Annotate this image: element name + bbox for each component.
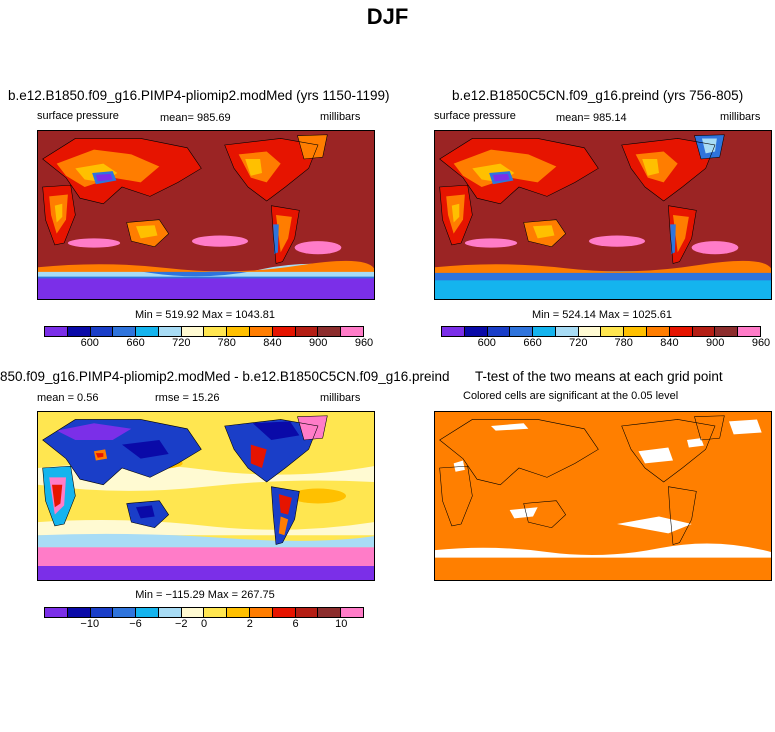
colorbar-tick: 6 [292, 618, 299, 630]
units-label-bottom-left: millibars [320, 392, 361, 404]
colorbar-tick: 600 [477, 337, 496, 349]
minmax-label-top-left: Min = 519.92 Max = 1043.81 [134, 309, 276, 321]
map-top-right [434, 130, 772, 300]
colorbar-swatches [44, 326, 364, 337]
colorbar-tick: −2 [174, 618, 188, 630]
variable-label-top-left: surface pressure [37, 110, 119, 122]
map-bottom-left [37, 411, 375, 581]
colorbar-tick: 780 [217, 337, 236, 349]
colorbar-tick: −6 [129, 618, 142, 630]
minmax-label-bottom-left: Min = −115.29 Max = 267.75 [135, 589, 275, 601]
variable-label-top-right: surface pressure [434, 110, 516, 122]
panel-title-top-left: b.e12.B1850.f09_g16.PIMP4-pliomip2.modMe… [8, 88, 390, 103]
minmax-label-top-right: Min = 524.14 Max = 1025.61 [531, 309, 673, 321]
panel-title-top-right: b.e12.B1850C5CN.f09_g16.preind (yrs 756-… [452, 88, 744, 103]
colorbar-tick: 960 [354, 337, 374, 349]
colorbar-bottom-left: −10 −6 −2 0 2 6 10 [44, 607, 364, 632]
rmse-label-bottom-left: rmse = 15.26 [155, 392, 220, 404]
panel-title-bottom-right: T-test of the two means at each grid poi… [475, 369, 723, 384]
mean-label-top-right: mean= 985.14 [556, 112, 627, 124]
colorbar-tick: 840 [660, 337, 679, 349]
page-title: DJF [366, 4, 409, 29]
colorbar-swatches [44, 607, 364, 618]
colorbar-top-left: 600 660 720 780 840 900 960 [44, 326, 373, 351]
colorbar-top-right: 600 660 720 780 840 900 960 [441, 326, 770, 351]
colorbar-tick: 660 [523, 337, 542, 349]
panel-subtitle-bottom-right: Colored cells are significant at the 0.0… [463, 390, 679, 402]
colorbar-tick: 720 [569, 337, 588, 349]
colorbar-tick: 2 [246, 618, 253, 630]
mean-label-bottom-left: mean = 0.56 [37, 392, 99, 404]
map-bottom-right [434, 411, 772, 581]
colorbar-swatches [441, 326, 761, 337]
colorbar-tick: 600 [80, 337, 99, 349]
colorbar-tick: −10 [80, 618, 100, 630]
units-label-top-right: millibars [720, 111, 761, 123]
units-label-top-left: millibars [320, 111, 361, 123]
map-top-left [37, 130, 375, 300]
colorbar-tick: 660 [126, 337, 145, 349]
colorbar-tick: 900 [309, 337, 328, 349]
colorbar-tick: 960 [751, 337, 771, 349]
colorbar-tick: 720 [172, 337, 191, 349]
colorbar-tick: 900 [706, 337, 725, 349]
colorbar-tick: 0 [200, 618, 208, 630]
colorbar-tick: 840 [263, 337, 282, 349]
panel-title-bottom-left: 850.f09_g16.PIMP4-pliomip2.modMed - b.e1… [0, 369, 450, 384]
colorbar-tick: 10 [335, 618, 348, 630]
mean-label-top-left: mean= 985.69 [160, 112, 231, 124]
colorbar-tick: 780 [614, 337, 633, 349]
